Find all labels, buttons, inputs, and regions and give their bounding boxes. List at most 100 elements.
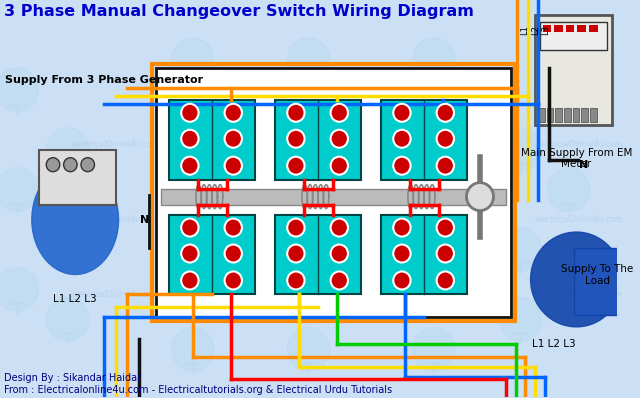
- Circle shape: [225, 130, 242, 148]
- Bar: [540, 22, 607, 50]
- Circle shape: [181, 271, 198, 289]
- Circle shape: [436, 244, 454, 263]
- Text: electricalOnline4u.com: electricalOnline4u.com: [72, 290, 160, 299]
- Ellipse shape: [531, 232, 622, 327]
- Circle shape: [393, 104, 411, 122]
- Circle shape: [172, 38, 214, 82]
- Bar: [573, 108, 579, 122]
- Bar: [590, 108, 596, 122]
- Circle shape: [331, 244, 348, 263]
- Circle shape: [331, 104, 348, 122]
- Circle shape: [287, 38, 330, 82]
- Text: electricalOnline4u.com: electricalOnline4u.com: [380, 290, 468, 299]
- Circle shape: [225, 104, 242, 122]
- Circle shape: [393, 130, 411, 148]
- Circle shape: [331, 130, 348, 148]
- Circle shape: [413, 38, 455, 82]
- Bar: [555, 108, 562, 122]
- Bar: [575, 248, 623, 315]
- Circle shape: [499, 128, 541, 172]
- Bar: [547, 108, 553, 122]
- Circle shape: [181, 130, 198, 148]
- Circle shape: [393, 219, 411, 236]
- Circle shape: [181, 219, 198, 236]
- Circle shape: [287, 157, 305, 175]
- Circle shape: [413, 328, 455, 371]
- Circle shape: [467, 183, 493, 211]
- Text: Supply From 3 Phase Generator: Supply From 3 Phase Generator: [5, 75, 203, 85]
- Circle shape: [436, 104, 454, 122]
- Circle shape: [436, 130, 454, 148]
- Circle shape: [499, 228, 541, 271]
- Circle shape: [547, 168, 590, 212]
- Circle shape: [331, 219, 348, 236]
- Circle shape: [225, 219, 242, 236]
- Circle shape: [287, 244, 305, 263]
- Text: L3: L3: [541, 25, 550, 35]
- Circle shape: [225, 157, 242, 175]
- Bar: [38, 150, 116, 205]
- Text: Design By : Sikandar Haidar: Design By : Sikandar Haidar: [4, 373, 141, 383]
- Text: electricalOnline4u.com: electricalOnline4u.com: [226, 290, 314, 299]
- Bar: [535, 15, 612, 125]
- Circle shape: [287, 219, 305, 236]
- Circle shape: [287, 130, 305, 148]
- Circle shape: [331, 157, 348, 175]
- Circle shape: [393, 157, 411, 175]
- Bar: [169, 215, 255, 295]
- Text: Supply To The
Load: Supply To The Load: [561, 265, 634, 286]
- Circle shape: [225, 244, 242, 263]
- Circle shape: [0, 267, 38, 311]
- Bar: [566, 25, 575, 32]
- Circle shape: [46, 128, 89, 172]
- Circle shape: [393, 244, 411, 263]
- Text: L2: L2: [531, 25, 540, 35]
- Text: From : Electricalonline4u.com - Electricaltutorials.org & Electrical Urdu Tutori: From : Electricalonline4u.com - Electric…: [4, 385, 392, 395]
- Bar: [381, 100, 467, 179]
- Text: L1: L1: [520, 25, 529, 35]
- Circle shape: [436, 157, 454, 175]
- Bar: [152, 64, 515, 322]
- Text: electricalOnline4u.com: electricalOnline4u.com: [534, 140, 623, 149]
- Circle shape: [181, 157, 198, 175]
- Bar: [156, 68, 511, 317]
- Circle shape: [436, 271, 454, 289]
- Text: electricalOnline4u.com: electricalOnline4u.com: [226, 140, 314, 149]
- Text: N: N: [579, 160, 588, 170]
- Circle shape: [225, 271, 242, 289]
- Circle shape: [547, 68, 590, 112]
- Text: Main Supply From EM
Meter: Main Supply From EM Meter: [521, 148, 632, 169]
- Text: L1 L2 L3: L1 L2 L3: [53, 295, 97, 304]
- Bar: [169, 100, 255, 179]
- Bar: [161, 189, 506, 205]
- Circle shape: [181, 104, 198, 122]
- Circle shape: [46, 228, 89, 271]
- Circle shape: [436, 219, 454, 236]
- Bar: [589, 25, 598, 32]
- Bar: [564, 108, 571, 122]
- Circle shape: [46, 158, 60, 172]
- Text: electricalOnline4u.com: electricalOnline4u.com: [534, 215, 623, 224]
- Circle shape: [287, 328, 330, 371]
- Text: N: N: [140, 215, 149, 224]
- Circle shape: [181, 244, 198, 263]
- Text: electricalOnline4u.com: electricalOnline4u.com: [72, 215, 160, 224]
- Text: electricalOnline4u.com: electricalOnline4u.com: [380, 140, 468, 149]
- Bar: [381, 215, 467, 295]
- Circle shape: [499, 297, 541, 341]
- Bar: [581, 108, 588, 122]
- Text: 3 Phase Manual Changeover Switch Wiring Diagram: 3 Phase Manual Changeover Switch Wiring …: [4, 4, 474, 19]
- Circle shape: [547, 267, 590, 311]
- Bar: [577, 25, 586, 32]
- Circle shape: [172, 328, 214, 371]
- Circle shape: [0, 168, 38, 212]
- Text: electricalOnline4u.com: electricalOnline4u.com: [72, 140, 160, 149]
- Ellipse shape: [32, 165, 118, 275]
- Bar: [275, 100, 362, 179]
- Text: electricalOnline4u.com: electricalOnline4u.com: [226, 215, 314, 224]
- Bar: [554, 25, 563, 32]
- Bar: [538, 108, 545, 122]
- Text: L1 L2 L3: L1 L2 L3: [532, 339, 576, 349]
- Circle shape: [0, 68, 38, 112]
- Circle shape: [81, 158, 95, 172]
